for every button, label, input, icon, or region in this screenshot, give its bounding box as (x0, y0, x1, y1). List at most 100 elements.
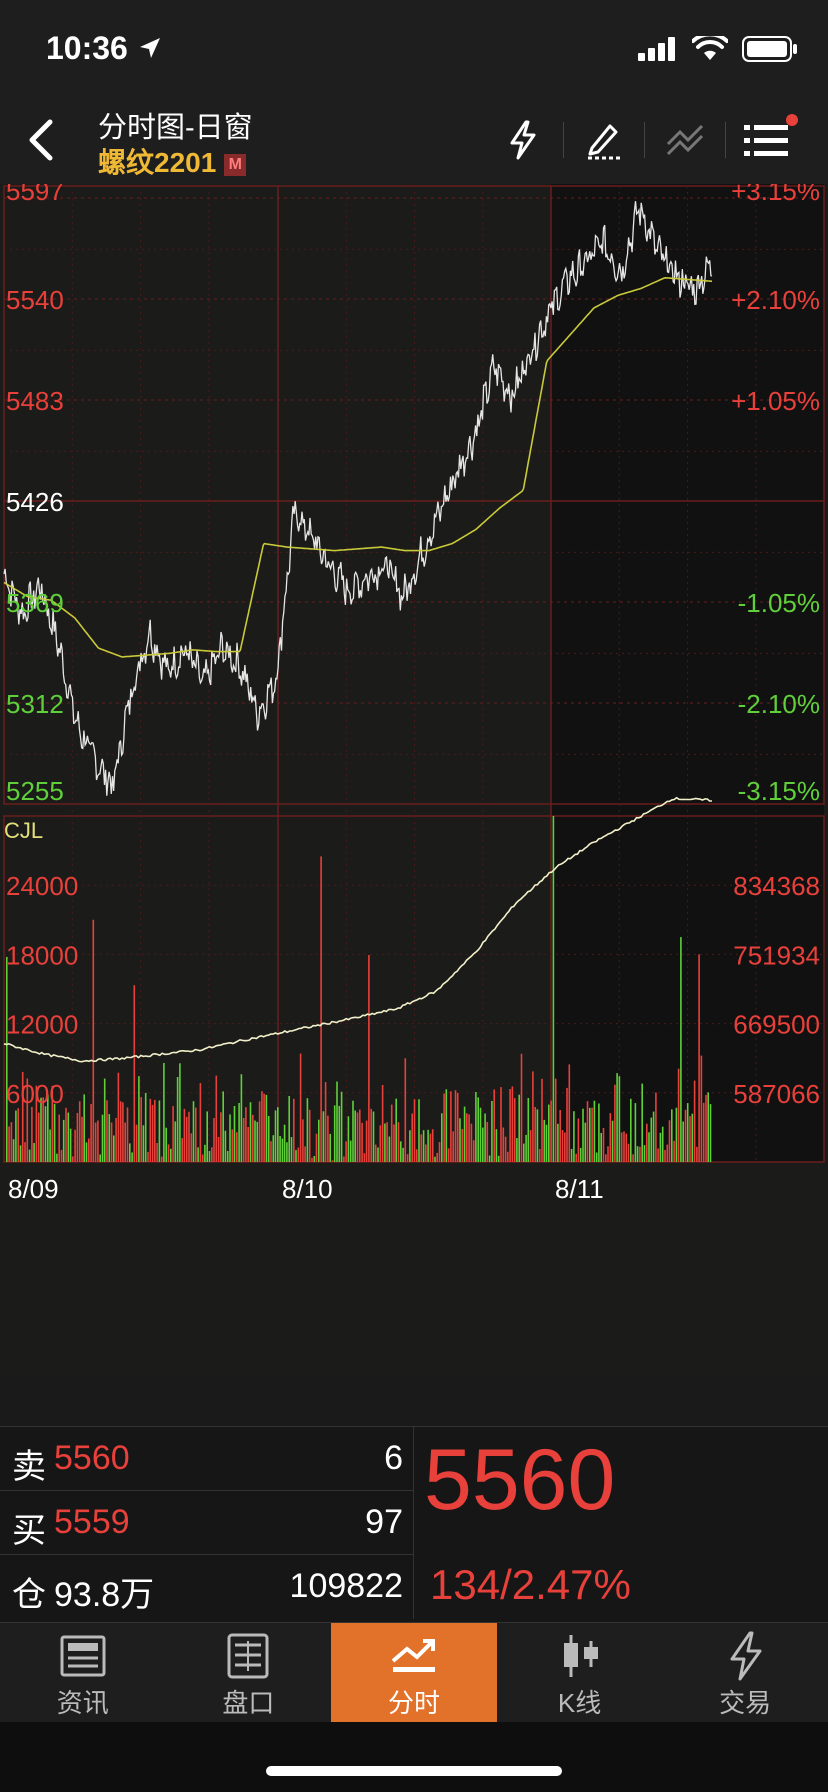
tab-intraday[interactable]: 分时 (331, 1623, 497, 1722)
volume-bar (69, 1128, 72, 1162)
volume-bar (183, 1108, 186, 1162)
status-icons (638, 36, 798, 62)
volume-axis-label: 6000 (6, 1079, 64, 1109)
volume-bar (646, 1123, 648, 1162)
volume-bar (475, 1092, 477, 1162)
open-interest-row: 仓 93.8万 109822 (0, 1555, 414, 1619)
volume-bar (72, 1156, 74, 1162)
volume-bar (702, 1102, 705, 1162)
volume-bar (185, 1116, 188, 1162)
volume-bar (686, 1103, 689, 1162)
volume-bar (564, 1132, 566, 1162)
home-indicator[interactable] (266, 1766, 562, 1776)
battery-icon (742, 36, 797, 62)
volume-bar (468, 1114, 470, 1162)
volume-bar (582, 1108, 584, 1162)
chart-svg[interactable]: 5597 +3.15% 5540 +2.10% 5483 +1.05% 5426 5369 -1… (0, 184, 828, 1376)
open-interest-axis-label: 751934 (733, 940, 820, 970)
volume-bar (648, 1132, 650, 1162)
volume-bar (65, 1107, 67, 1162)
tab-kline[interactable]: K线 (497, 1623, 663, 1722)
volume-bar (156, 1143, 158, 1162)
volume-bar (94, 1122, 97, 1162)
volume-bar (377, 1147, 379, 1162)
price-axis-label: 5312 (6, 689, 64, 719)
price-pane-frame (3, 185, 825, 805)
ask-price: 5560 (54, 1439, 130, 1477)
volume-bar (611, 1120, 614, 1162)
volume-bar (418, 1099, 420, 1162)
back-chevron-icon[interactable] (20, 114, 64, 166)
volume-bar (466, 1113, 468, 1162)
volume-bar (384, 1123, 386, 1162)
volume-bar (441, 1113, 443, 1162)
volume-bar (568, 1064, 571, 1162)
draw-button[interactable] (564, 112, 644, 168)
volume-bar (650, 1117, 653, 1162)
volume-bar (554, 1078, 557, 1162)
indicator-button[interactable] (645, 112, 725, 168)
flash-trade-button[interactable] (483, 112, 563, 168)
volume-bar (479, 1107, 482, 1162)
main-contract-badge: M (224, 154, 247, 176)
volume-bar (454, 1090, 457, 1162)
pen-icon (588, 124, 620, 160)
volume-bar (347, 1116, 350, 1162)
volume-bar (67, 1112, 70, 1162)
volume-bar (197, 1147, 199, 1162)
volume-bar (370, 1108, 372, 1162)
volume-bar (561, 1130, 564, 1162)
tab-trade[interactable]: 交易 (662, 1623, 828, 1722)
volume-bar (110, 1122, 113, 1162)
volume-bar (359, 1109, 361, 1162)
volume-bar (698, 954, 700, 1162)
volume-bar (477, 1097, 479, 1162)
tab-orderbook[interactable]: 盘口 (166, 1623, 332, 1722)
volume-bar (226, 1151, 229, 1162)
volume-bar (176, 1077, 179, 1162)
volume-bar (673, 1140, 675, 1162)
volume-bar (236, 1132, 238, 1162)
volume-bar (190, 1133, 193, 1162)
volume-bar (222, 1091, 224, 1162)
volume-bar (472, 1140, 475, 1162)
toolbar-divider (725, 122, 726, 158)
home-area (0, 1722, 828, 1792)
volume-bar (106, 1100, 108, 1162)
trend-up-icon (391, 1639, 435, 1672)
volume-bar (304, 1146, 306, 1162)
volume-bar (201, 1154, 204, 1162)
open-interest-axis-label: 834368 (733, 871, 820, 901)
volume-bar (352, 1100, 354, 1162)
contract-name[interactable]: 螺纹2201 M (98, 141, 247, 181)
tab-news[interactable]: 资讯 (0, 1623, 166, 1722)
volume-bar (83, 1094, 85, 1162)
volume-axis-label: 24000 (6, 871, 78, 901)
volume-bar (500, 1087, 502, 1162)
volume-bar (438, 1142, 441, 1162)
volume-bar (272, 1135, 275, 1162)
intraday-chart[interactable]: 5597 +3.15% 5540 +2.10% 5483 +1.05% 5426 5369 -1… (0, 184, 828, 1376)
volume-bar (331, 1160, 334, 1162)
volume-bar (525, 1134, 527, 1162)
volume-bar (707, 1092, 709, 1162)
toolbar-divider (563, 122, 564, 158)
volume-bar (204, 1144, 206, 1162)
menu-list-icon (744, 125, 788, 156)
volume-bar (60, 1149, 63, 1162)
volume-bar (393, 1124, 395, 1162)
orderbook-icon (227, 1633, 269, 1679)
volume-bar (249, 1102, 252, 1162)
volume-bar (591, 1107, 593, 1162)
volume-bar (258, 1101, 261, 1162)
ask-row[interactable]: 卖 5560 6 (0, 1427, 414, 1491)
volume-bar (607, 1146, 609, 1162)
volume-bar (486, 1122, 489, 1162)
menu-button[interactable] (726, 112, 806, 168)
volume-bar (329, 1133, 331, 1162)
ask-qty: 6 (384, 1439, 403, 1477)
volume-axis-title: CJL (4, 818, 43, 843)
bid-row[interactable]: 买 5559 97 (0, 1491, 414, 1555)
volume-bar (518, 1094, 520, 1162)
last-price: 5560 (424, 1432, 616, 1528)
